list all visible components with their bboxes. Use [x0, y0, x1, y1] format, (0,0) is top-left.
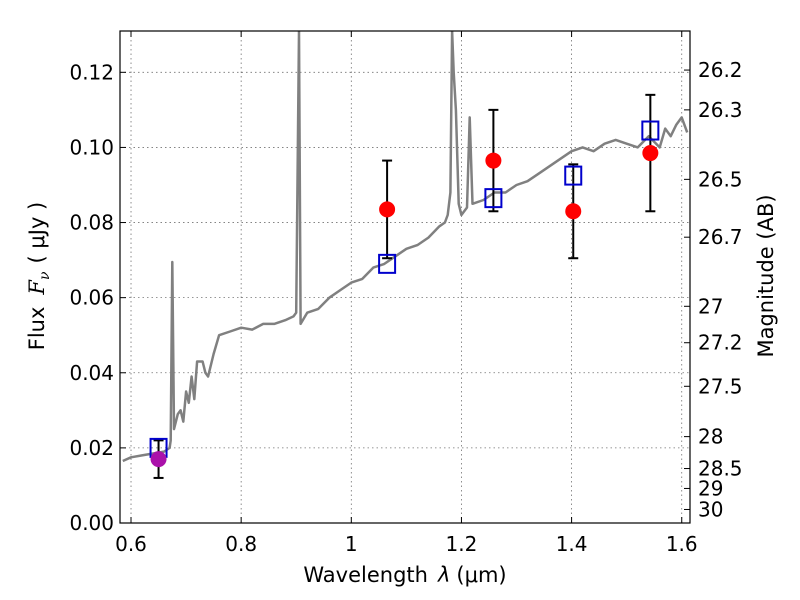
y-tick-label: 0.06: [69, 286, 114, 310]
y-axis-label-symbol: F: [25, 279, 49, 296]
observed-circle-marker: [379, 201, 396, 218]
model-square-marker: [641, 120, 660, 141]
x-axis-label: Wavelength λ (μm): [303, 563, 506, 587]
y-tick-labels: 0.00 0.02 0.04 0.06 0.08 0.10 0.12: [69, 60, 114, 535]
x-tick-label: 1.2: [446, 532, 478, 556]
y-tick-label: 0.04: [69, 361, 114, 385]
model-square-marker: [378, 253, 397, 274]
magnitude-tick-label: 26.5: [698, 167, 743, 191]
grid: [120, 31, 690, 523]
y-tick-label: 0.10: [69, 135, 114, 159]
magnitude-tick-label: 27.5: [698, 374, 743, 398]
spectrum-series: [122, 31, 689, 463]
y-axis-label-subscript: ν: [37, 271, 53, 280]
magnitude-tick-label: 26.3: [698, 98, 743, 122]
y-tick-label: 0.00: [69, 511, 114, 535]
observed-circle-marker: [485, 152, 502, 169]
observed-circle-marker: [150, 451, 167, 468]
magnitude-tick-label: 26.7: [698, 225, 743, 249]
magnitude-tick-label: 28: [698, 425, 723, 449]
x-axis-label-symbol: λ: [437, 563, 450, 587]
magnitude-tick-label: 28.5: [698, 457, 743, 481]
x-tick-label: 0.8: [225, 532, 257, 556]
x-tick-label: 1.6: [666, 532, 698, 556]
x-axis-label-prefix: Wavelength: [303, 563, 428, 587]
y-axis-label: Flux Fν ( μJy ): [25, 202, 53, 350]
magnitude-tick-label: 26.2: [698, 58, 743, 82]
x-tick-labels: 0.6 0.8 1 1.2 1.4 1.6: [115, 532, 698, 556]
y-tick-label: 0.02: [69, 436, 114, 460]
y-tick-label: 0.08: [69, 211, 114, 235]
x-axis-label-unit: (μm): [456, 563, 506, 587]
x-tick-label: 1: [345, 532, 358, 556]
magnitude-tick-label: 30: [698, 497, 723, 521]
y-axis-label-unit: ( μJy ): [25, 202, 49, 264]
magnitude-tick-label: 29: [698, 476, 723, 500]
plot-frame: [119, 30, 691, 524]
observed-circle-marker: [565, 203, 582, 220]
observed-circle-marker: [642, 145, 659, 162]
y-tick-label: 0.12: [69, 60, 114, 84]
x-tick-label: 1.4: [556, 532, 588, 556]
magnitude-tick-label: 27: [698, 294, 723, 318]
ticks: [120, 31, 690, 524]
y-axis-label-prefix: Flux: [25, 307, 49, 351]
x-tick-label: 0.6: [115, 532, 147, 556]
model-square-marker: [564, 165, 583, 186]
model-square-marker: [484, 188, 503, 209]
error-bars: [153, 93, 656, 479]
y2-axis-label: Magnitude (AB): [754, 194, 778, 357]
markers: [149, 120, 660, 468]
magnitude-tick-label: 27.2: [698, 331, 743, 355]
spectrum-line: [122, 31, 689, 463]
